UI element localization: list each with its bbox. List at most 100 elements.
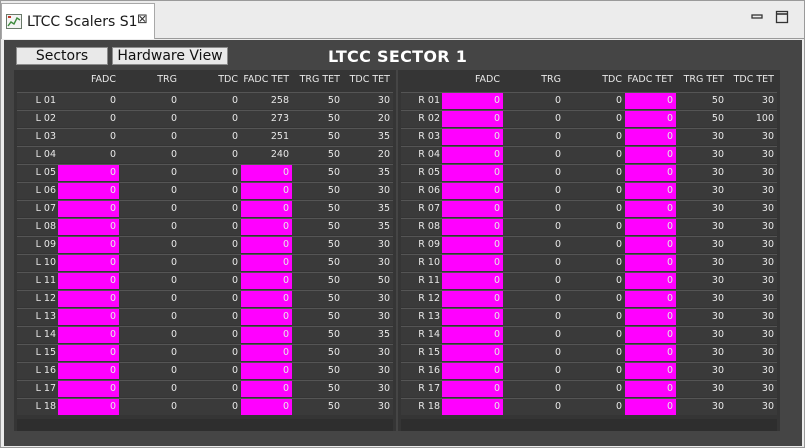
table-row[interactable]: R 02 0 0 0 0 50 100 [401,110,777,127]
cell-tdc-tet: 35 [377,221,390,232]
table-row[interactable]: R 15 0 0 0 0 30 30 [401,344,777,361]
row-label: R 12 [418,293,440,304]
table-row[interactable]: L 08 0 0 0 0 50 35 [17,218,393,235]
close-icon[interactable]: ⊠ [137,12,148,27]
table-row[interactable]: L 16 0 0 0 0 50 30 [17,362,393,379]
table-row[interactable]: L 07 0 0 0 0 50 35 [17,200,393,217]
table-row[interactable]: L 11 0 0 0 0 50 50 [17,272,393,289]
cell-tdc-tet: 30 [377,383,390,394]
table-row[interactable]: L 10 0 0 0 0 50 30 [17,254,393,271]
table-row[interactable]: L 09 0 0 0 0 50 30 [17,236,393,253]
cell-fadc-tet: 0 [241,363,292,379]
cell-trg-tet: 30 [711,365,724,376]
table-row[interactable]: L 06 0 0 0 0 50 30 [17,182,393,199]
cell-trg-tet: 50 [327,275,340,286]
cell-tdc-tet: 35 [377,131,390,142]
cell-fadc-tet: 0 [241,237,292,253]
table-row[interactable]: R 03 0 0 0 0 30 30 [401,128,777,145]
cell-trg-tet: 50 [327,311,340,322]
cell-trg: 0 [170,401,177,412]
table-row[interactable]: R 06 0 0 0 0 30 30 [401,182,777,199]
header-trg-tet: TRG TET [299,74,340,85]
row-label: L 06 [35,185,56,196]
cell-trg: 0 [554,293,561,304]
cell-tdc-tet: 30 [761,185,774,196]
table-row[interactable]: R 08 0 0 0 0 30 30 [401,218,777,235]
cell-tdc: 0 [231,293,238,304]
cell-fadc-tet: 0 [625,111,676,127]
row-label: R 06 [418,185,440,196]
cell-fadc: 0 [442,237,503,253]
table-row[interactable]: R 01 0 0 0 0 50 30 [401,92,777,109]
cell-trg-tet: 50 [327,185,340,196]
table-row[interactable]: R 18 0 0 0 0 30 30 [401,398,777,415]
table-row[interactable]: R 13 0 0 0 0 30 30 [401,308,777,325]
table-row[interactable]: L 04 0 0 0 240 50 20 [17,146,393,163]
cell-trg-tet: 30 [711,311,724,322]
minimize-icon[interactable] [750,10,764,24]
maximize-icon[interactable] [775,10,789,24]
table-row[interactable]: R 07 0 0 0 0 30 30 [401,200,777,217]
table-row[interactable]: R 11 0 0 0 0 30 30 [401,272,777,289]
table-row[interactable]: R 12 0 0 0 0 30 30 [401,290,777,307]
table-row[interactable]: R 05 0 0 0 0 30 30 [401,164,777,181]
cell-trg: 0 [554,275,561,286]
cell-tdc: 0 [231,149,238,160]
cell-tdc: 0 [615,347,622,358]
cell-tdc: 0 [615,167,622,178]
sectors-button[interactable]: Sectors [16,47,108,65]
cell-fadc: 0 [442,345,503,361]
cell-fadc: 0 [58,255,119,271]
cell-fadc: 0 [58,237,119,253]
header-tdc: TDC [218,74,238,85]
cell-trg-tet: 30 [711,131,724,142]
cell-trg-tet: 50 [327,329,340,340]
table-row[interactable]: L 02 0 0 0 273 50 20 [17,110,393,127]
cell-fadc: 0 [58,309,119,325]
cell-trg-tet: 30 [711,401,724,412]
table-row[interactable]: R 09 0 0 0 0 30 30 [401,236,777,253]
table-row[interactable]: L 12 0 0 0 0 50 30 [17,290,393,307]
cell-fadc: 0 [58,183,119,199]
header-tdc: TDC [602,74,622,85]
table-row[interactable]: L 01 0 0 0 258 50 30 [17,92,393,109]
cell-trg-tet: 30 [711,221,724,232]
cell-fadc: 0 [58,165,119,181]
table-row[interactable]: L 13 0 0 0 0 50 30 [17,308,393,325]
cell-fadc: 0 [442,381,503,397]
table-row[interactable]: L 14 0 0 0 0 50 35 [17,326,393,343]
cell-tdc-tet: 30 [761,257,774,268]
cell-fadc: 0 [58,273,119,289]
table-row[interactable]: L 18 0 0 0 0 50 30 [17,398,393,415]
cell-tdc: 0 [615,329,622,340]
tab-ltcc-scalers[interactable]: LTCC Scalers S1 ⊠ [1,3,155,39]
cell-tdc-tet: 30 [761,239,774,250]
table-row[interactable]: L 15 0 0 0 0 50 30 [17,344,393,361]
table-row[interactable]: R 04 0 0 0 0 30 30 [401,146,777,163]
cell-tdc: 0 [231,257,238,268]
row-label: L 10 [35,257,56,268]
row-label: R 09 [418,239,440,250]
table-row[interactable]: R 17 0 0 0 0 30 30 [401,380,777,397]
cell-tdc-tet: 20 [377,149,390,160]
cell-tdc-tet: 30 [377,95,390,106]
cell-fadc-tet: 0 [625,363,676,379]
table-row[interactable]: R 10 0 0 0 0 30 30 [401,254,777,271]
table-row[interactable]: L 03 0 0 0 251 50 35 [17,128,393,145]
cell-trg: 0 [170,203,177,214]
table-row[interactable]: L 05 0 0 0 0 50 35 [17,164,393,181]
right-pmt-table: FADC TRG TDC FADC TET TRG TET TDC TET R 01 0 0 0 0… [398,70,780,431]
cell-trg: 0 [554,203,561,214]
cell-trg: 0 [554,347,561,358]
cell-tdc: 0 [231,95,238,106]
cell-trg-tet: 50 [327,113,340,124]
table-row[interactable]: R 16 0 0 0 0 30 30 [401,362,777,379]
table-row[interactable]: L 17 0 0 0 0 50 30 [17,380,393,397]
row-label: R 01 [418,95,440,106]
cell-tdc-tet: 30 [377,239,390,250]
cell-fadc: 0 [442,309,503,325]
hardware-view-button[interactable]: Hardware View [112,47,228,65]
cell-tdc-tet: 30 [761,311,774,322]
cell-fadc-tet: 240 [270,149,289,160]
table-row[interactable]: R 14 0 0 0 0 30 30 [401,326,777,343]
